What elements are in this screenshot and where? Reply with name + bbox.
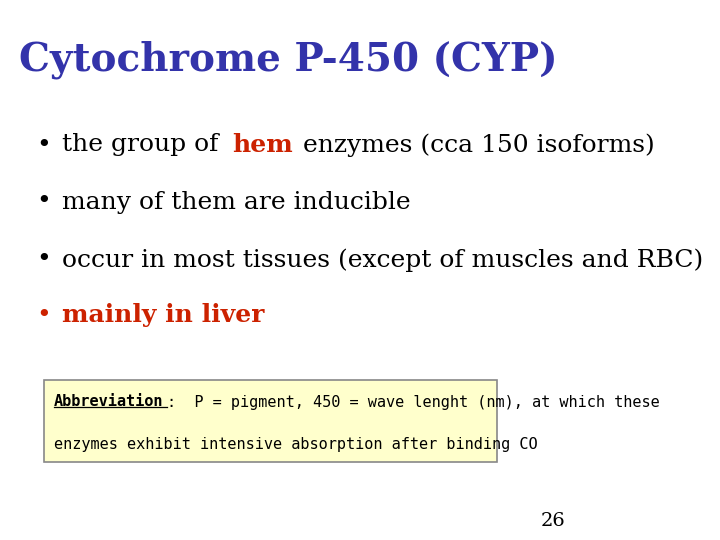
- Text: Cytochrome P-450 (CYP): Cytochrome P-450 (CYP): [19, 40, 558, 79]
- Text: 26: 26: [540, 512, 565, 530]
- FancyBboxPatch shape: [44, 380, 497, 462]
- Text: mainly in liver: mainly in liver: [62, 303, 264, 327]
- Text: •: •: [37, 248, 51, 272]
- Text: enzymes (cca 150 isoforms): enzymes (cca 150 isoforms): [294, 133, 654, 157]
- Text: Abbreviation: Abbreviation: [54, 395, 163, 409]
- Text: •: •: [37, 133, 51, 157]
- Text: many of them are inducible: many of them are inducible: [62, 191, 410, 213]
- Text: the group of: the group of: [62, 133, 226, 157]
- Text: enzymes exhibit intensive absorption after binding CO: enzymes exhibit intensive absorption aft…: [54, 436, 537, 451]
- Text: hem: hem: [232, 133, 292, 157]
- Text: :  P = pigment, 450 = wave lenght (nm), at which these: : P = pigment, 450 = wave lenght (nm), a…: [167, 395, 660, 409]
- Text: •: •: [37, 303, 51, 327]
- Text: occur in most tissues (except of muscles and RBC): occur in most tissues (except of muscles…: [62, 248, 703, 272]
- Text: •: •: [37, 191, 51, 213]
